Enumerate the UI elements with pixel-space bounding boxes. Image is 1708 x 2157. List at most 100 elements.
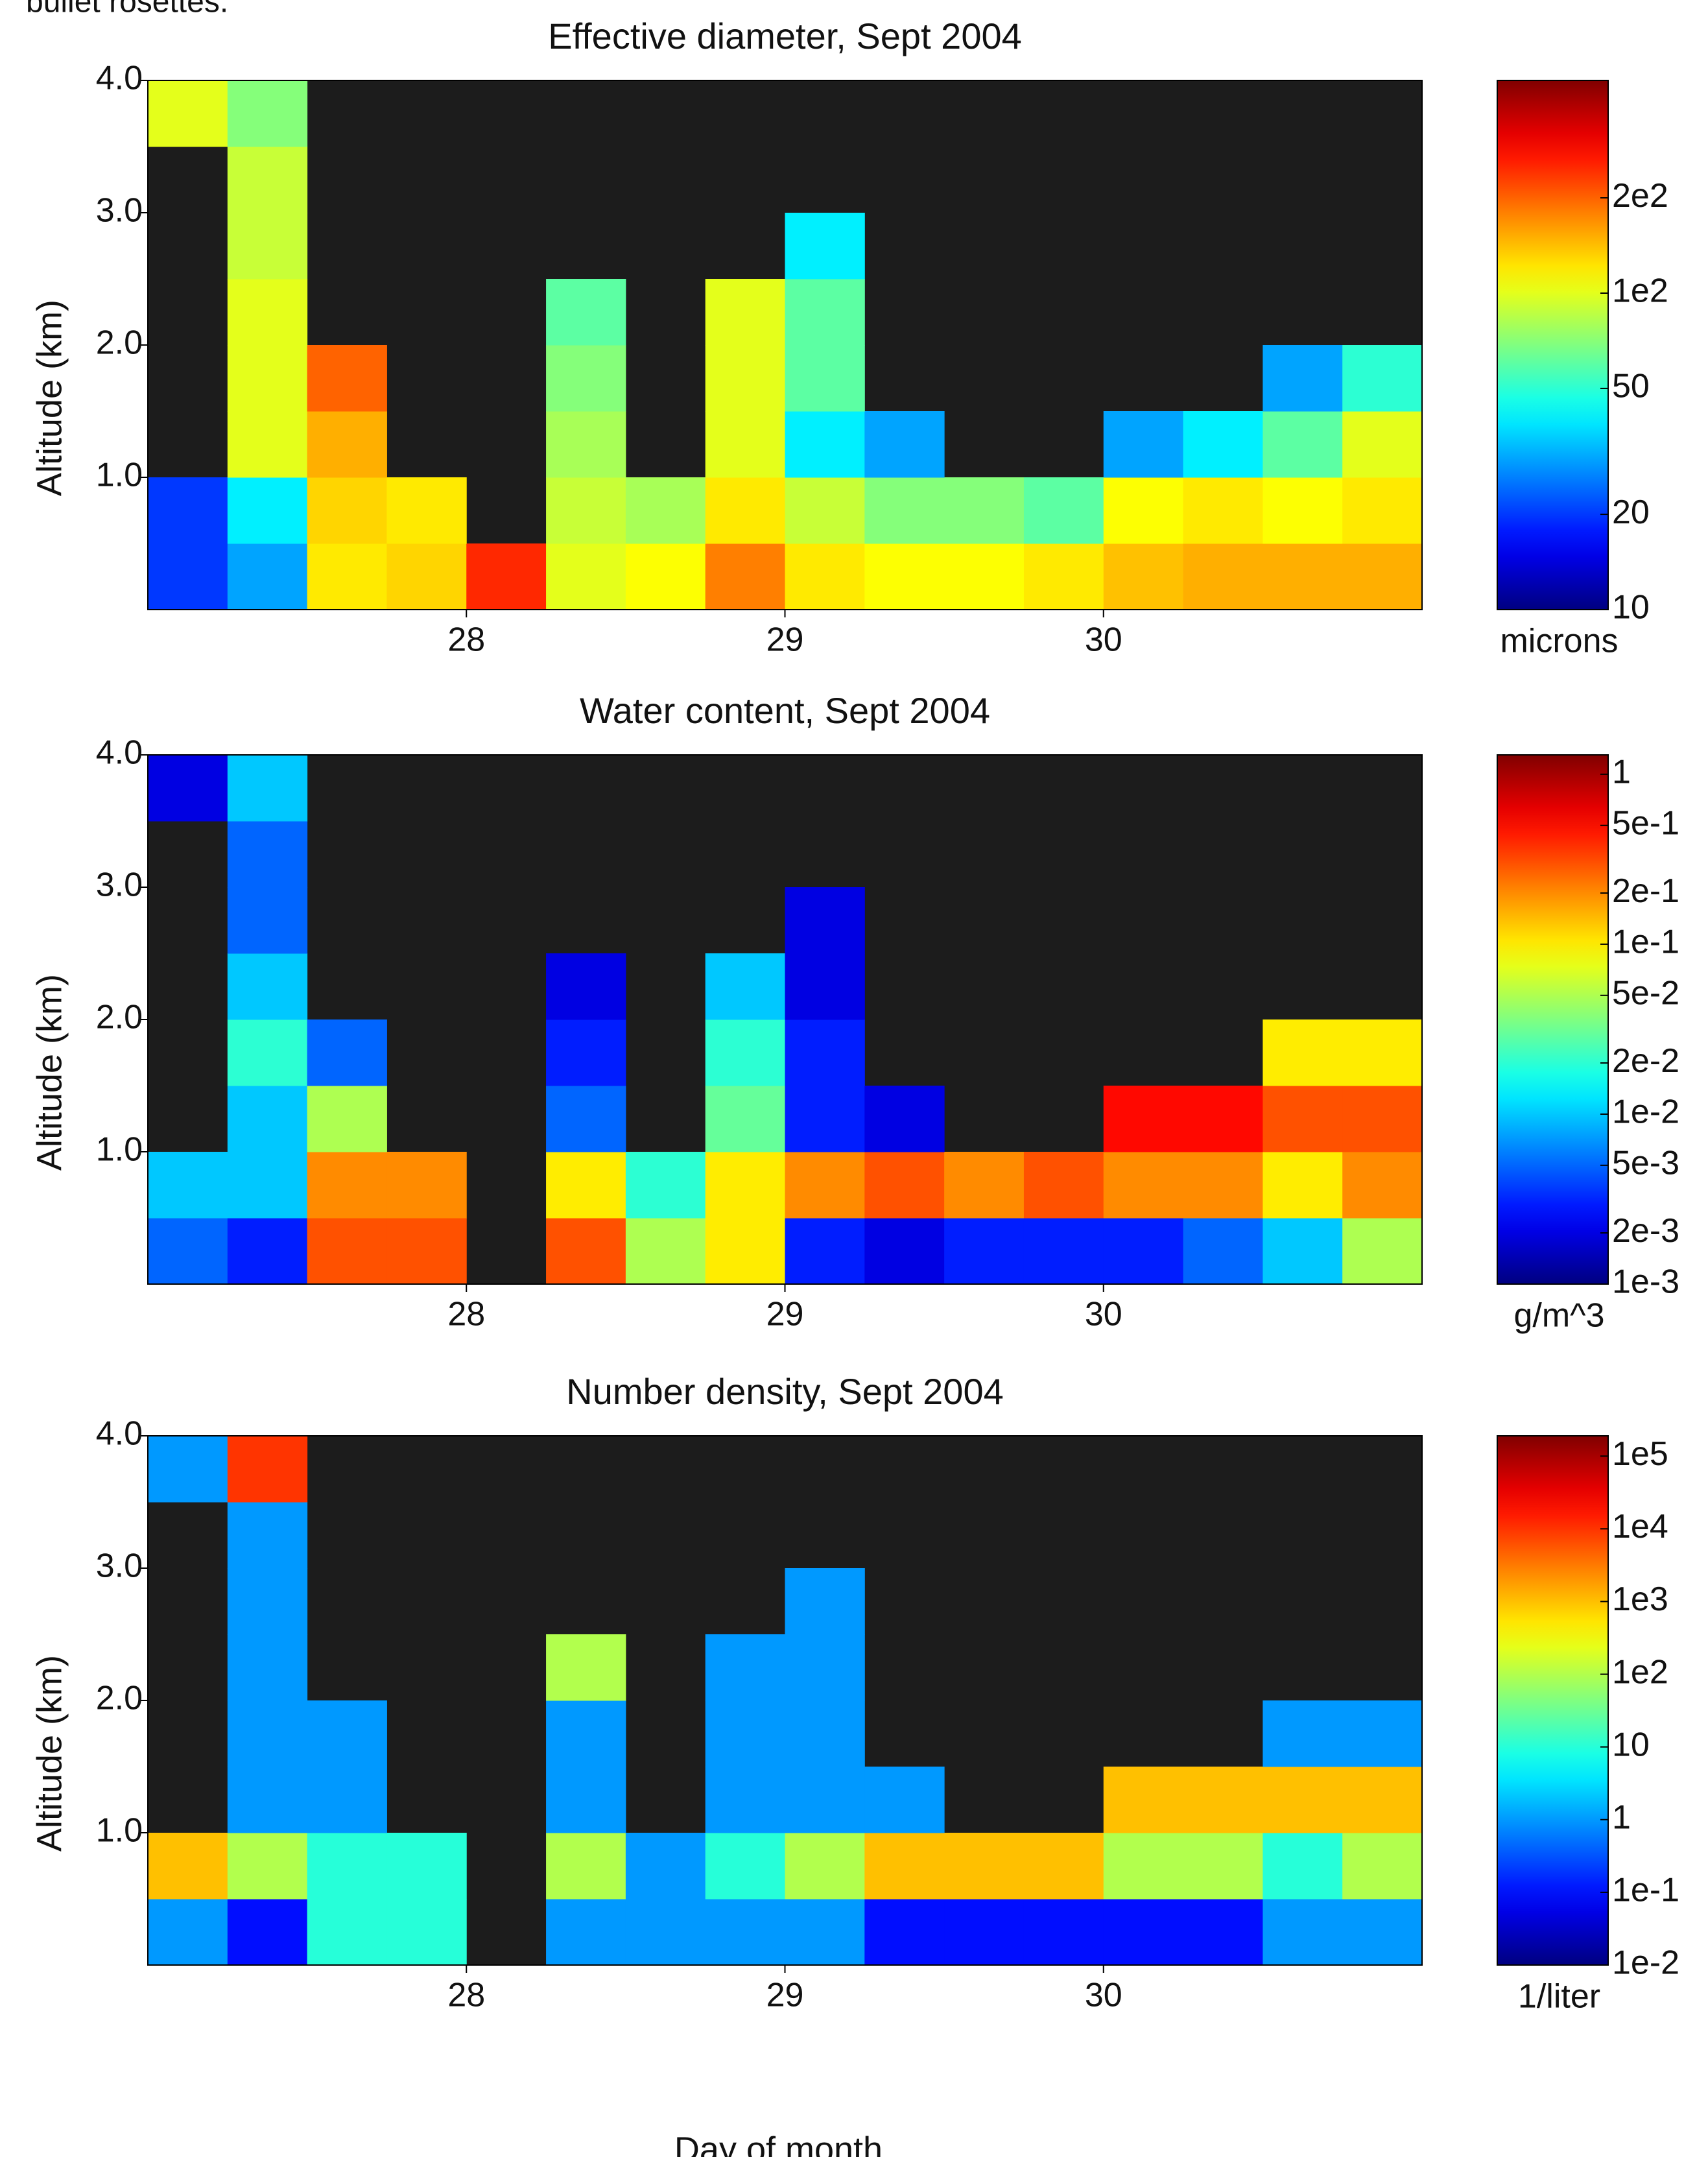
heat-cell	[227, 80, 308, 147]
heat-cell	[227, 1634, 308, 1701]
heat-cell	[148, 543, 228, 610]
heat-cell	[227, 821, 308, 888]
heat-cell	[1023, 477, 1104, 544]
heat-cell	[705, 1899, 785, 1966]
colorbar-tick-label: 1	[1612, 754, 1631, 791]
x-tick-label: 28	[447, 1296, 485, 1333]
heat-cell	[148, 1899, 228, 1966]
heat-cell	[785, 543, 865, 610]
chart-title: Water content, Sept 2004	[580, 690, 990, 731]
heat-cell	[307, 1152, 387, 1219]
colorbar-tick-label: 2e-2	[1612, 1042, 1679, 1080]
heat-cell	[227, 887, 308, 954]
heat-cell	[785, 1218, 865, 1285]
y-axis-label: Altitude (km)	[30, 974, 69, 1171]
colorbar-tick-label: 1e-2	[1612, 1944, 1679, 1982]
heat-cell	[1263, 1767, 1343, 1833]
heat-cell	[1342, 1700, 1423, 1767]
colorbar	[1497, 1435, 1609, 1966]
heat-cell	[1023, 543, 1104, 610]
heat-cell	[1263, 1086, 1343, 1152]
heat-cell	[227, 213, 308, 280]
heat-cell	[386, 1899, 467, 1966]
heat-cell	[307, 1700, 387, 1767]
heat-cell	[1342, 345, 1423, 412]
heat-cell	[785, 887, 865, 954]
heat-cell	[1342, 1833, 1423, 1900]
heat-cell	[546, 477, 626, 544]
colorbar-tick-label: 1e2	[1612, 272, 1668, 310]
heat-cell	[307, 1899, 387, 1966]
colorbar-tick-label: 1e3	[1612, 1580, 1668, 1618]
colorbar-tick-label: 1e-1	[1612, 1872, 1679, 1909]
heat-cell	[944, 543, 1025, 610]
heat-cell	[307, 1218, 387, 1285]
colorbar-label: 1/liter	[1518, 1978, 1600, 2016]
y-tick-label: 2.0	[96, 1680, 143, 1717]
heat-cell	[705, 1019, 785, 1086]
heat-cell	[705, 477, 785, 544]
heat-cell	[148, 755, 228, 822]
heat-cell	[1023, 1833, 1104, 1900]
heat-cell	[1103, 1086, 1184, 1152]
colorbar-tick-label: 1	[1612, 1799, 1631, 1837]
y-tick-label: 4.0	[96, 60, 143, 97]
heat-cell	[1342, 411, 1423, 478]
heat-cell	[705, 1218, 785, 1285]
heat-cell	[1023, 1899, 1104, 1966]
heat-cell	[1342, 543, 1423, 610]
y-tick-label: 1.0	[96, 1812, 143, 1850]
heat-cell	[705, 411, 785, 478]
heat-cell	[1183, 1152, 1263, 1219]
y-tick-label: 1.0	[96, 1131, 143, 1169]
y-axis-label: Altitude (km)	[30, 300, 69, 496]
colorbar-label: microns	[1500, 623, 1618, 660]
heat-cell	[1183, 477, 1263, 544]
heat-cell	[546, 279, 626, 346]
heat-cell	[785, 1086, 865, 1152]
heat-cell	[785, 411, 865, 478]
y-tick-label: 2.0	[96, 999, 143, 1036]
heat-cell	[1183, 1833, 1263, 1900]
heat-cell	[227, 279, 308, 346]
heat-cell	[785, 1152, 865, 1219]
heat-cell	[466, 543, 547, 610]
heat-cell	[1342, 1767, 1423, 1833]
y-tick-label: 3.0	[96, 866, 143, 904]
heat-cell	[705, 279, 785, 346]
heat-cell	[1342, 477, 1423, 544]
heat-cell	[546, 1767, 626, 1833]
heat-cell	[227, 1218, 308, 1285]
x-tick-label: 29	[766, 1977, 804, 2014]
heat-cell	[864, 1086, 945, 1152]
heat-cell	[227, 1568, 308, 1635]
heat-cell	[546, 1019, 626, 1086]
heat-cell	[785, 477, 865, 544]
heat-cell	[785, 213, 865, 280]
heat-cell	[864, 477, 945, 544]
heat-cell	[625, 1152, 706, 1219]
y-tick-label: 1.0	[96, 457, 143, 494]
heat-cell	[944, 1218, 1025, 1285]
colorbar-tick-label: 2e-3	[1612, 1212, 1679, 1250]
heat-cell	[705, 1767, 785, 1833]
heat-cell	[1263, 345, 1343, 412]
colorbar-tick-label: 5e-3	[1612, 1145, 1679, 1182]
heat-cell	[227, 1833, 308, 1900]
heat-cell	[1263, 1152, 1343, 1219]
heat-cell	[227, 477, 308, 544]
heat-cell	[944, 1899, 1025, 1966]
colorbar-tick-label: 2e-1	[1612, 872, 1679, 910]
colorbar-tick-label: 1e5	[1612, 1435, 1668, 1473]
heat-cell	[1263, 1833, 1343, 1900]
y-tick-label: 2.0	[96, 324, 143, 362]
heat-cell	[386, 1833, 467, 1900]
heat-cell	[1183, 1899, 1263, 1966]
heat-cell	[1342, 1899, 1423, 1966]
heat-cell	[148, 1833, 228, 1900]
heat-cell	[1342, 1086, 1423, 1152]
heat-cell	[546, 543, 626, 610]
y-axis-label: Altitude (km)	[30, 1655, 69, 1852]
heat-cell	[386, 543, 467, 610]
